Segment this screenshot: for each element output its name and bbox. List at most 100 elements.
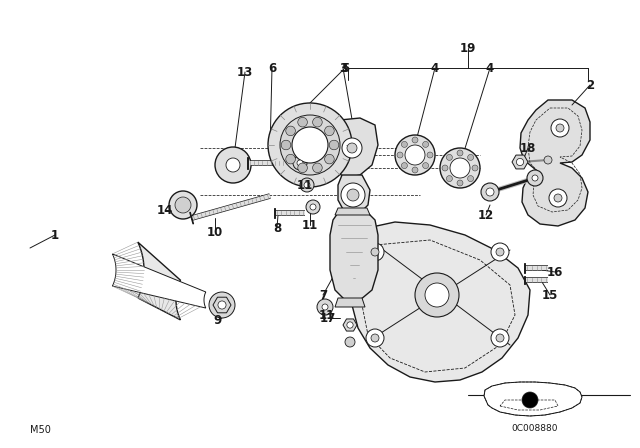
Circle shape [317,299,333,315]
Polygon shape [352,222,530,382]
Circle shape [324,154,334,164]
Polygon shape [138,242,180,320]
Text: 4: 4 [431,61,439,74]
Circle shape [312,163,322,172]
Circle shape [450,158,470,178]
Circle shape [341,183,365,207]
Circle shape [468,176,474,181]
Circle shape [415,273,459,317]
Circle shape [554,194,562,202]
Circle shape [551,119,569,137]
Polygon shape [343,319,357,331]
Circle shape [304,182,310,188]
Text: 3: 3 [339,61,347,74]
Text: 4: 4 [486,61,494,74]
Circle shape [442,165,448,171]
Circle shape [218,301,226,309]
Circle shape [215,147,251,183]
Circle shape [298,117,307,127]
Text: 1: 1 [51,228,59,241]
Text: 5: 5 [341,61,349,74]
Circle shape [446,176,452,181]
Circle shape [422,142,429,147]
Circle shape [425,283,449,307]
Polygon shape [524,263,525,273]
Circle shape [175,197,191,213]
Circle shape [226,158,240,172]
Text: 16: 16 [547,266,563,279]
Circle shape [209,292,235,318]
Polygon shape [330,118,378,178]
Circle shape [342,138,362,158]
Circle shape [496,334,504,342]
Polygon shape [484,382,582,416]
Polygon shape [512,155,528,169]
Polygon shape [520,100,590,226]
Polygon shape [189,212,194,224]
Circle shape [286,126,296,136]
Text: M50: M50 [30,425,51,435]
Circle shape [347,322,353,328]
Text: 11: 11 [319,309,335,322]
Circle shape [169,191,197,219]
Circle shape [481,183,499,201]
Text: 11: 11 [297,178,313,191]
Circle shape [217,300,227,310]
Polygon shape [335,298,365,307]
Polygon shape [524,276,525,284]
Text: 17: 17 [320,311,336,324]
Text: 14: 14 [157,203,173,216]
Text: 8: 8 [273,221,281,234]
Circle shape [405,145,425,165]
Circle shape [300,178,314,192]
Circle shape [427,152,433,158]
Circle shape [347,189,359,201]
Circle shape [401,163,408,168]
Circle shape [371,248,379,256]
Circle shape [322,304,328,310]
Circle shape [345,337,355,347]
Text: 13: 13 [237,65,253,78]
Circle shape [516,159,524,166]
Circle shape [292,127,328,163]
Circle shape [401,142,408,147]
Text: 2: 2 [586,78,594,91]
Circle shape [527,170,543,186]
Polygon shape [213,297,231,313]
Circle shape [297,160,303,166]
Circle shape [324,126,334,136]
Circle shape [366,329,384,347]
Circle shape [556,124,564,132]
Text: 19: 19 [460,42,476,55]
Circle shape [395,135,435,175]
Circle shape [281,140,291,150]
Text: 7: 7 [319,289,327,302]
Polygon shape [113,254,206,308]
Text: 6: 6 [268,61,276,74]
Text: 15: 15 [542,289,558,302]
Circle shape [446,155,452,160]
Circle shape [329,140,339,150]
Circle shape [544,156,552,164]
Circle shape [468,155,474,160]
Text: 18: 18 [520,142,536,155]
Circle shape [472,165,478,171]
Text: 0C008880: 0C008880 [512,423,558,432]
Circle shape [486,188,494,196]
Circle shape [496,248,504,256]
Text: 10: 10 [207,225,223,238]
Circle shape [366,243,384,261]
Text: 12: 12 [478,208,494,221]
Circle shape [397,152,403,158]
Circle shape [532,175,538,181]
Circle shape [440,148,480,188]
Circle shape [371,334,379,342]
Circle shape [312,117,322,127]
Circle shape [347,143,357,153]
Circle shape [422,163,429,168]
Circle shape [412,137,418,143]
Polygon shape [338,175,370,215]
Circle shape [280,115,340,175]
Circle shape [457,150,463,156]
Polygon shape [247,157,248,169]
